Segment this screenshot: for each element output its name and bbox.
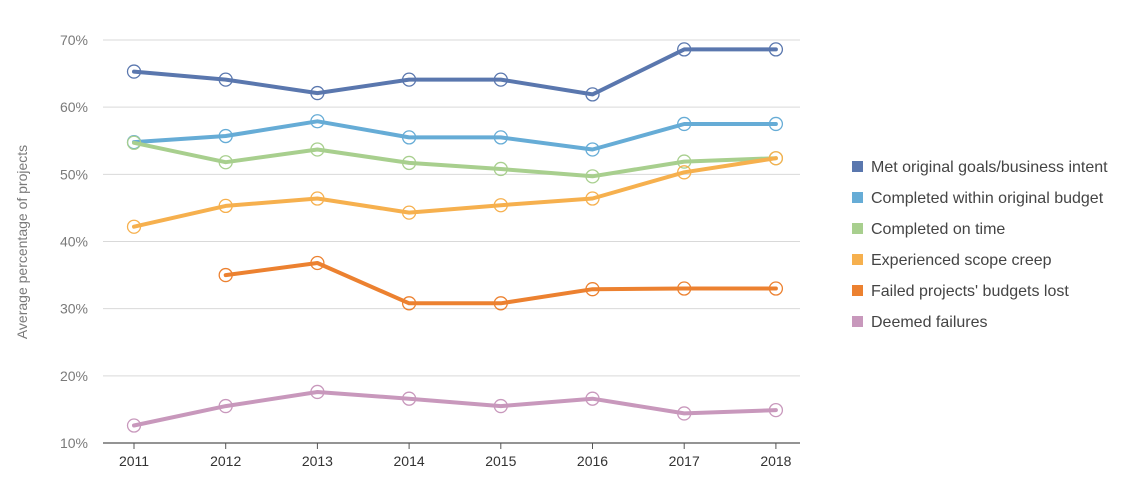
data-point <box>126 135 142 150</box>
data-point <box>126 219 142 234</box>
legend-label: Met original goals/business intent <box>871 159 1108 176</box>
data-point <box>493 161 508 177</box>
data-point <box>218 398 233 414</box>
x-tick-label: 2014 <box>394 453 425 469</box>
data-point <box>493 198 508 213</box>
data-point <box>310 114 325 129</box>
data-point <box>768 151 784 166</box>
y-tick-label: 60% <box>60 99 88 115</box>
y-axis-ticks: 10% 20% 30% 40% 50% 60% 70% <box>60 32 88 451</box>
x-tick-label: 2015 <box>485 453 516 469</box>
data-point <box>768 402 784 418</box>
data-point <box>401 155 417 171</box>
data-point <box>310 191 325 206</box>
legend-swatch <box>852 285 863 296</box>
data-point <box>310 255 325 271</box>
data-point <box>493 72 508 87</box>
data-point <box>677 281 692 296</box>
data-point <box>218 72 233 87</box>
legend-swatch <box>852 161 863 172</box>
series-line <box>132 390 778 428</box>
legend-item: Completed on time <box>852 221 1005 238</box>
series-4 <box>218 255 784 311</box>
data-point <box>126 418 142 433</box>
grid-lines <box>103 39 800 444</box>
data-point <box>310 85 325 101</box>
series-lines <box>126 42 784 433</box>
series-3 <box>126 151 784 234</box>
series-line <box>132 140 778 179</box>
y-tick-label: 30% <box>60 301 88 317</box>
series-2 <box>126 135 784 184</box>
legend-item: Failed projects' budgets lost <box>852 283 1069 300</box>
data-point <box>585 142 600 157</box>
series-5 <box>126 384 784 433</box>
data-point <box>401 130 417 145</box>
data-point <box>401 296 417 311</box>
y-tick-label: 70% <box>60 32 88 48</box>
series-0 <box>126 42 784 102</box>
data-point <box>493 296 508 311</box>
data-point <box>218 128 233 144</box>
data-point <box>677 42 692 57</box>
legend-label: Completed on time <box>871 221 1005 238</box>
legend-label: Failed projects' budgets lost <box>871 283 1069 300</box>
y-tick-label: 40% <box>60 234 88 250</box>
y-tick-label: 10% <box>60 435 88 451</box>
data-point <box>677 165 692 180</box>
data-point <box>401 391 417 406</box>
x-tick-label: 2016 <box>577 453 608 469</box>
legend: Met original goals/business intent Comple… <box>852 159 1108 331</box>
legend-item: Met original goals/business intent <box>852 159 1108 176</box>
series-line <box>132 119 778 152</box>
data-point <box>310 384 325 400</box>
legend-item: Completed within original budget <box>852 190 1104 207</box>
data-point <box>585 191 600 206</box>
data-point <box>585 169 600 184</box>
data-point <box>677 116 692 132</box>
legend-swatch <box>852 223 863 234</box>
y-tick-label: 20% <box>60 368 88 384</box>
x-tick-label: 2017 <box>669 453 700 469</box>
data-point <box>768 116 784 132</box>
data-point <box>493 398 508 414</box>
x-tick-label: 2012 <box>210 453 241 469</box>
data-point <box>493 130 508 145</box>
data-point <box>585 391 600 406</box>
data-point <box>585 282 600 297</box>
legend-swatch <box>852 316 863 327</box>
data-point <box>677 406 692 421</box>
series-1 <box>126 114 784 157</box>
data-point <box>768 42 784 57</box>
data-point <box>768 281 784 296</box>
data-point <box>126 64 142 79</box>
legend-swatch <box>852 254 863 265</box>
legend-label: Experienced scope creep <box>871 252 1052 269</box>
legend-item: Deemed failures <box>852 314 988 331</box>
legend-label: Completed within original budget <box>871 190 1104 207</box>
series-line <box>132 156 778 229</box>
legend-item: Experienced scope creep <box>852 252 1052 269</box>
data-point <box>677 154 692 169</box>
x-tick-label: 2011 <box>119 453 149 469</box>
data-point <box>401 205 417 220</box>
legend-label: Deemed failures <box>871 314 988 331</box>
y-axis-label: Average percentage of projects <box>14 145 30 339</box>
data-point <box>401 72 417 87</box>
data-point <box>218 198 233 214</box>
data-point <box>310 142 325 157</box>
x-tick-label: 2018 <box>760 453 791 469</box>
x-axis-ticks: 2011 2012 2013 2014 2015 2016 2017 2018 <box>119 443 792 469</box>
data-point <box>218 267 233 283</box>
x-tick-label: 2013 <box>302 453 333 469</box>
y-tick-label: 50% <box>60 166 88 182</box>
legend-swatch <box>852 192 863 203</box>
data-point <box>218 155 233 170</box>
series-line <box>223 261 778 306</box>
series-line <box>132 47 778 97</box>
data-point <box>585 87 600 102</box>
